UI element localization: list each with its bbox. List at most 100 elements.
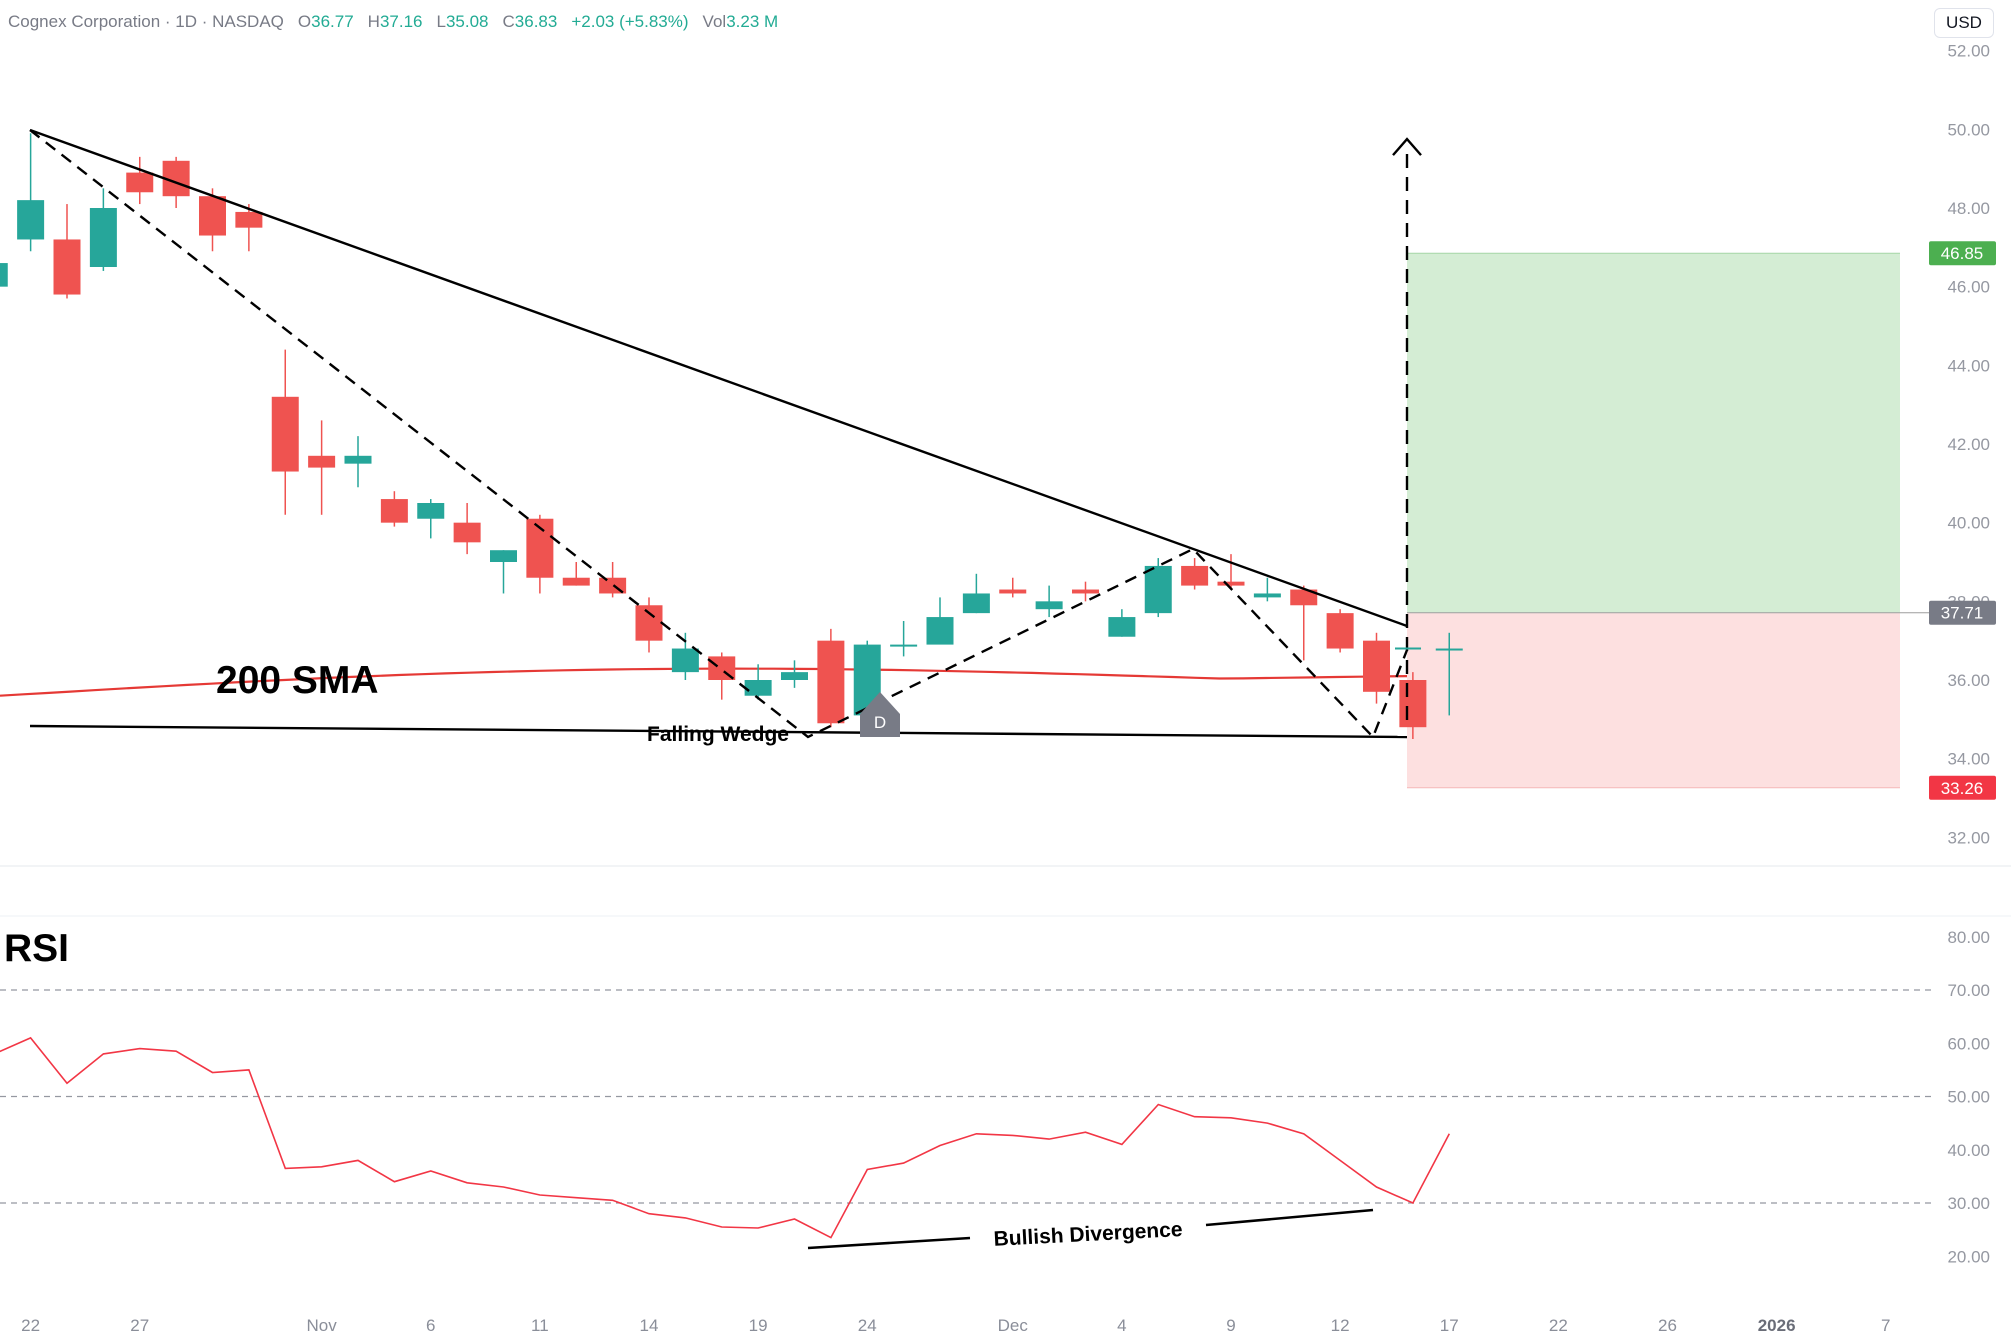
candle [417,499,445,539]
candle-body [1290,589,1318,606]
candle [1144,558,1172,618]
candle-body [126,172,154,193]
price-tick-label: 36.00 [1947,671,1990,690]
time-tick-label: 7 [1881,1316,1890,1335]
candle-body [744,680,772,696]
candle [199,188,226,252]
time-tick-label: 11 [531,1316,549,1335]
candle-body [53,239,81,295]
candle-body [962,593,990,614]
candle [744,664,772,700]
time-tick-label: 22 [1549,1316,1568,1335]
price-tick-label: 40.00 [1947,514,1990,533]
symbol-title: Cognex Corporation · 1D · NASDAQ [8,12,284,31]
candle [1399,672,1427,739]
candle-body [1072,589,1099,594]
projection-arrow-head [1392,137,1422,156]
candle-body [417,503,445,519]
sma-label: 200 SMA [216,659,379,702]
candle-body [308,455,336,468]
candle [271,349,299,515]
candle [635,597,663,653]
candle-body [926,617,954,645]
close-value: 36.83 [514,12,558,31]
candle [562,562,590,586]
candle-body [1253,593,1281,598]
low-value: 35.08 [445,12,489,31]
rsi-title: RSI [4,927,69,970]
price-tick-label: 34.00 [1947,750,1990,769]
candle-body [671,648,699,673]
candle [1435,632,1463,716]
price-tick-label: 44.00 [1947,356,1990,375]
candle-body [490,550,517,562]
open-label: O [297,12,312,31]
candle [308,420,336,515]
candle-body [1326,613,1354,649]
wedge-upper-trendline [29,128,1408,628]
candle [962,573,990,614]
price-tick-label: 52.00 [1947,42,1990,61]
candle-body [562,577,590,586]
rsi-tick-label: 40.00 [1947,1141,1990,1160]
candle [126,156,154,205]
time-tick-label: 12 [1331,1316,1350,1335]
candle [999,577,1027,598]
candle-body [1108,617,1136,637]
candle [453,503,481,555]
entry-badge-text: 37.71 [1941,604,1984,623]
time-tick-label: 4 [1117,1316,1126,1335]
time-axis[interactable]: 22 27 Nov 6 11 14 19 24 Dec 4 9 12 17 22 26 2026 7 [21,1316,1890,1335]
candle [1253,577,1281,602]
position-zones [1407,252,1932,789]
stop-badge-bg [1929,775,1996,800]
currency-button[interactable]: USD [1934,8,1994,38]
candle-body [17,200,45,240]
time-tick-label: 14 [640,1316,659,1335]
high-label: H [367,12,380,31]
candle-body [1144,565,1172,614]
candle-body [1363,640,1390,692]
candle [817,628,845,728]
target-badge: 46.85 [1929,241,1996,266]
rsi-reference-lines [0,989,1932,1204]
time-tick-label: 22 [21,1316,40,1335]
time-tick-label: 24 [858,1316,877,1335]
volume-label: Vol [702,12,727,31]
price-axis[interactable]: 52.0050.0048.0046.0044.0042.0040.0038.00… [1947,42,1990,848]
candle [781,660,808,688]
price-tick-label: 50.00 [1947,120,1990,139]
candle [1326,609,1354,653]
drawings-layer [29,128,1422,740]
candle-body [0,263,8,287]
time-tick-label: 19 [749,1316,768,1335]
candle [1108,609,1136,637]
open-value: 36.77 [311,12,354,31]
price-tick-label: 42.00 [1947,435,1990,454]
candle-body [235,211,263,228]
candle-body [271,396,299,472]
chart-header: Cognex Corporation · 1D · NASDAQ O 36.77 … [8,12,792,32]
close-label: C [502,12,515,31]
candle-body [453,522,481,543]
event-marker-letter: D [874,713,886,732]
candle [1217,554,1245,590]
time-tick-label: Dec [998,1316,1029,1335]
target-zone [1407,253,1900,613]
candle-body [999,589,1027,594]
entry-badge: 37.71 [1929,600,1996,625]
high-value: 37.16 [379,12,423,31]
price-badges: 46.85 37.71 33.26 [1929,241,1996,800]
time-tick-label: Nov [307,1316,338,1335]
rsi-tick-label: 80.00 [1947,928,1990,947]
time-tick-label: 9 [1226,1316,1235,1335]
candle-body [635,605,663,641]
candle [53,204,81,299]
event-marker[interactable]: D [860,692,900,737]
low-label: L [436,12,446,31]
sma-200-line [0,667,1408,697]
candle-body [199,196,226,236]
rsi-axis: 80.00 70.00 60.00 50.00 40.00 30.00 20.00 [1947,928,1990,1267]
candle [890,621,918,657]
